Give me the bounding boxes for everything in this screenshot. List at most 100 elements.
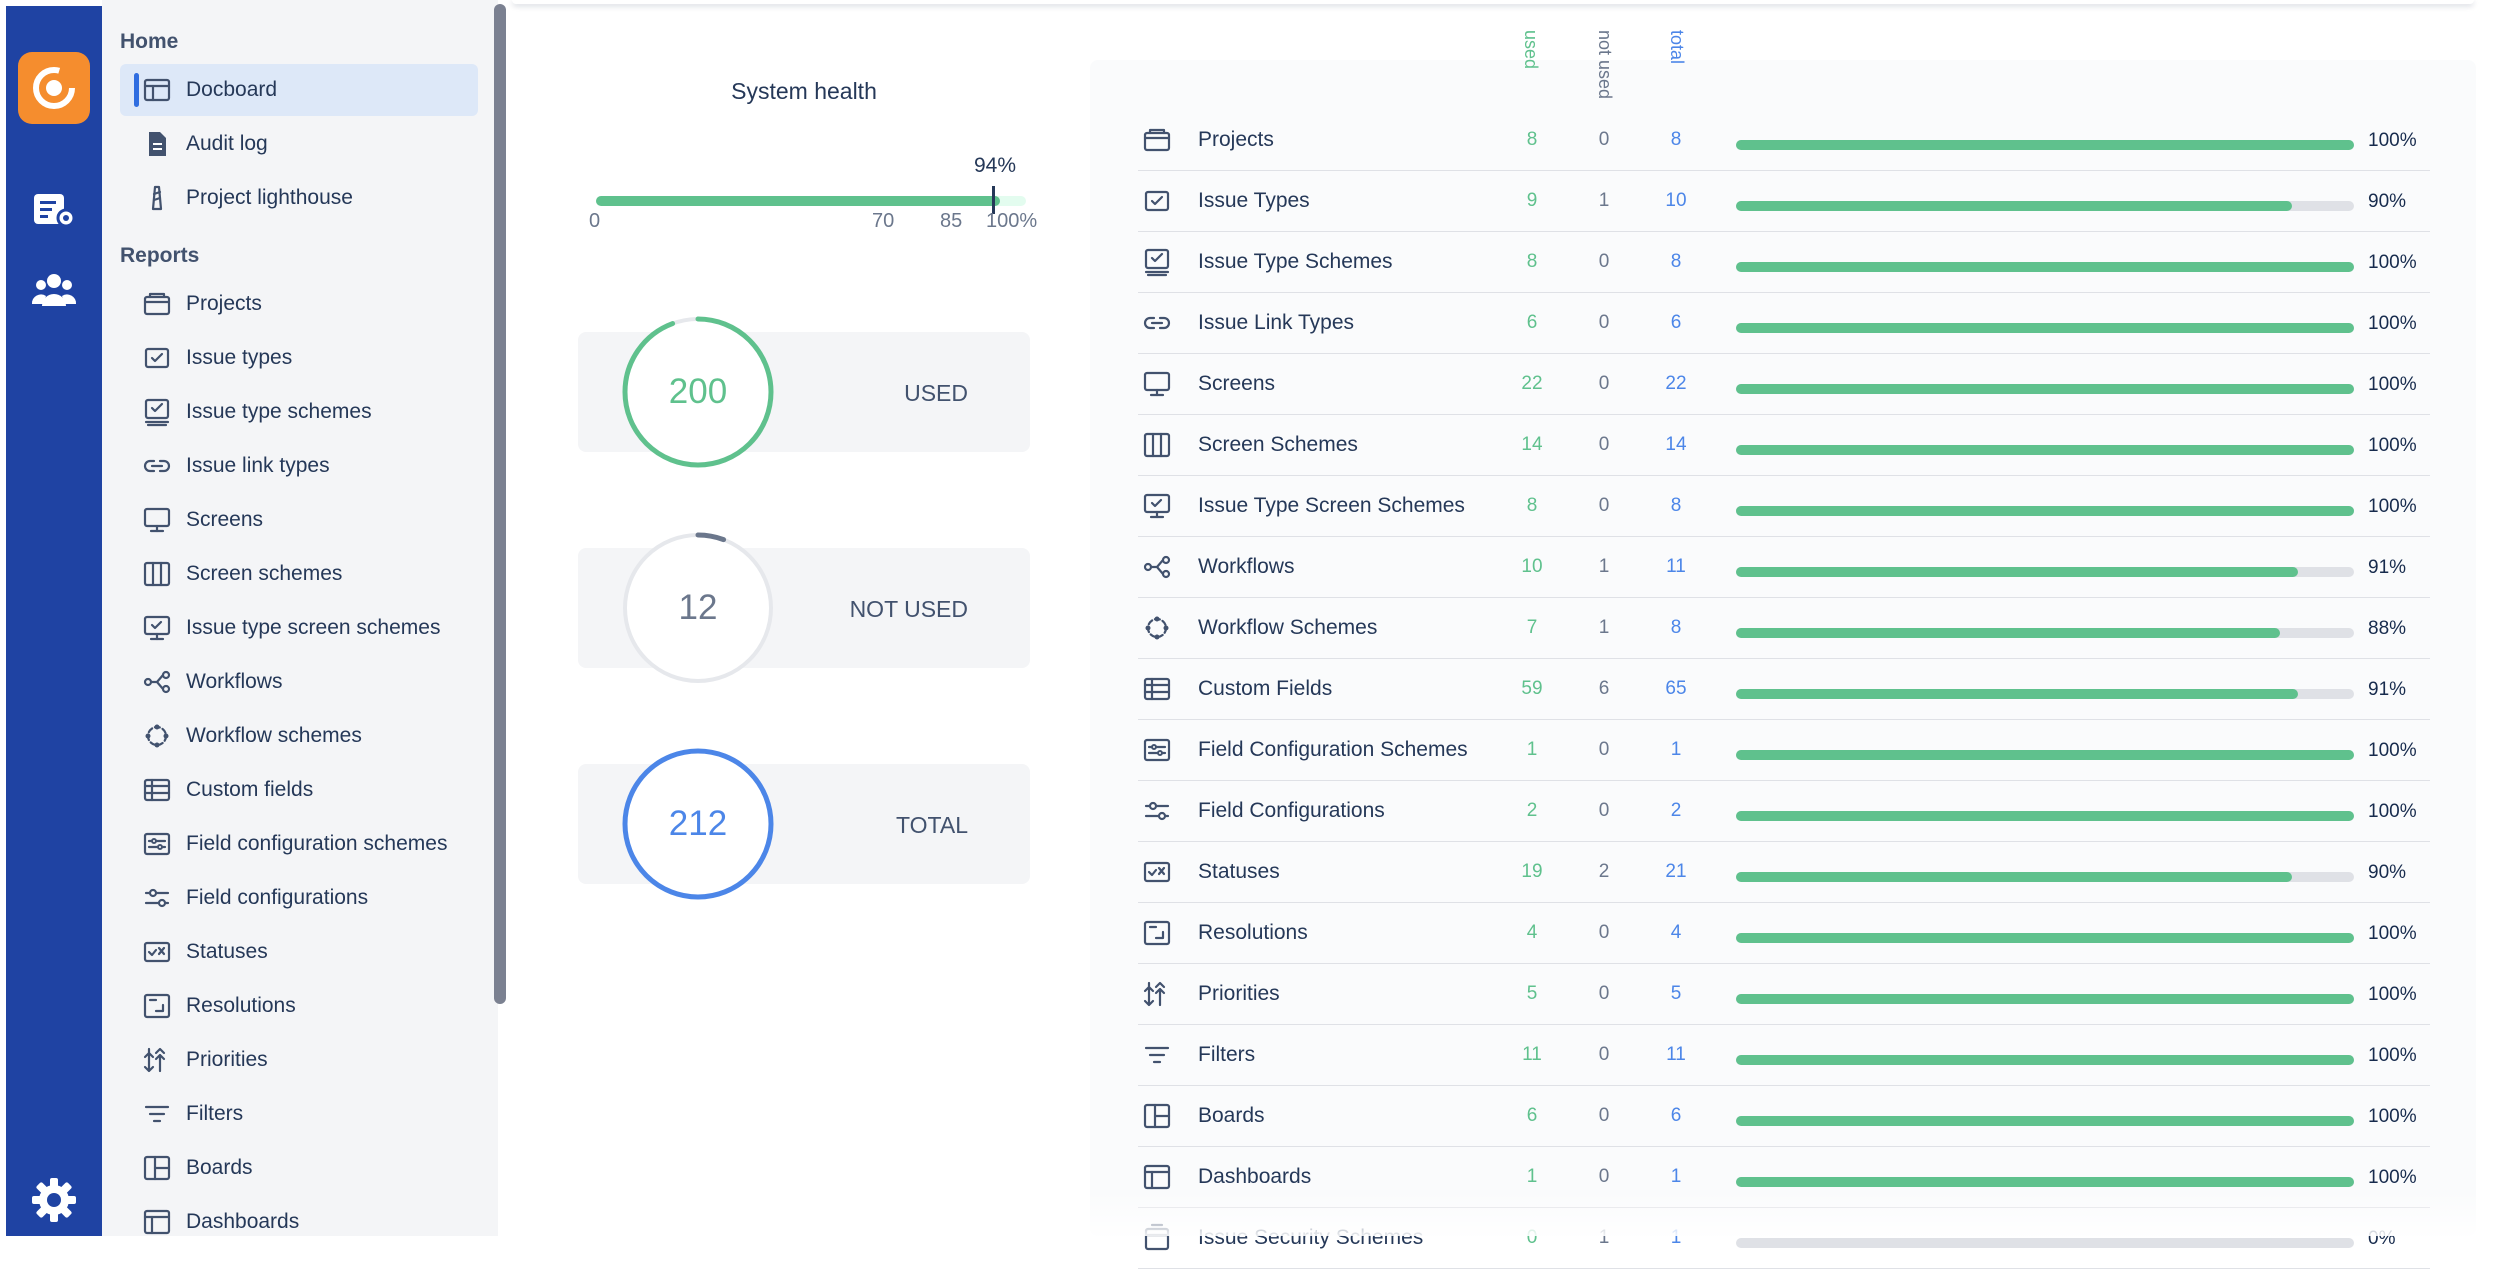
row-usage-bar: [1736, 933, 2354, 943]
sidebar-item-docboard[interactable]: Docboard: [120, 64, 478, 116]
sidebar-item-issue-type-screen-schemes[interactable]: Issue type screen schemes: [120, 602, 478, 654]
sidebar-item-statuses[interactable]: Statuses: [120, 926, 478, 978]
table-row[interactable]: Workflow Schemes 7 1 8 88%: [1138, 598, 2430, 659]
sidebar-item-priorities[interactable]: Priorities: [120, 1034, 478, 1086]
row-name[interactable]: Screens: [1198, 372, 1276, 395]
table-row[interactable]: Boards 6 0 6 100%: [1138, 1086, 2430, 1147]
users-group-icon[interactable]: [30, 266, 78, 314]
screen-icon: [1142, 369, 1172, 399]
sidebar-item-resolutions[interactable]: Resolutions: [120, 980, 478, 1032]
row-total-count: 8: [1670, 251, 1682, 272]
sidebar-scrollbar[interactable]: [494, 4, 506, 1004]
row-usage-percent: 100%: [2368, 374, 2417, 395]
row-name[interactable]: Screen Schemes: [1198, 433, 1358, 456]
sidebar-item-label: Resolutions: [186, 994, 296, 1017]
priority-icon: [1142, 979, 1172, 1009]
row-usage-percent: 100%: [2368, 984, 2417, 1005]
sidebar-item-workflow-schemes[interactable]: Workflow schemes: [120, 710, 478, 762]
priority-icon: [142, 1045, 172, 1075]
sidebar-item-issue-type-schemes[interactable]: Issue type schemes: [120, 386, 478, 438]
row-usage-bar: [1736, 323, 2354, 333]
row-total-count: 2: [1670, 800, 1682, 821]
row-usage-bar: [1736, 1055, 2354, 1065]
sidebar-item-filters[interactable]: Filters: [120, 1088, 478, 1140]
sidebar-item-field-configuration-schemes[interactable]: Field configuration schemes: [120, 818, 478, 870]
row-usage-bar-fill: [1736, 140, 2354, 150]
row-name[interactable]: Issue Link Types: [1198, 311, 1355, 334]
workflow-scheme-icon: [142, 721, 172, 751]
row-name[interactable]: Boards: [1198, 1104, 1265, 1127]
config-tools-icon[interactable]: [30, 186, 78, 234]
row-name[interactable]: Workflow Schemes: [1198, 616, 1378, 639]
row-name[interactable]: Resolutions: [1198, 921, 1308, 944]
issue-type-scheme-icon: [1142, 247, 1172, 277]
issue-type-scheme-icon: [142, 397, 172, 427]
sidebar-item-label: Statuses: [186, 940, 268, 963]
field-config-scheme-icon: [1142, 735, 1172, 765]
sidebar-item-boards[interactable]: Boards: [120, 1142, 478, 1194]
row-used-count: 6: [1526, 312, 1538, 333]
table-row[interactable]: Issue Type Schemes 8 0 8 100%: [1138, 232, 2430, 293]
row-name[interactable]: Dashboards: [1198, 1165, 1312, 1188]
row-name[interactable]: Workflows: [1198, 555, 1295, 578]
column-header-used: used: [1521, 30, 1541, 70]
sidebar-item-field-configurations[interactable]: Field configurations: [120, 872, 478, 924]
sidebar-item-label: Workflow schemes: [186, 724, 362, 747]
app-logo-icon[interactable]: [18, 52, 90, 124]
table-row[interactable]: Statuses 19 2 21 90%: [1138, 842, 2430, 903]
table-row[interactable]: Issue Link Types 6 0 6 100%: [1138, 293, 2430, 354]
sidebar-item-custom-fields[interactable]: Custom fields: [120, 764, 478, 816]
issue-type-icon: [1142, 186, 1172, 216]
row-usage-bar-fill: [1736, 1055, 2354, 1065]
sidebar-item-issue-link-types[interactable]: Issue link types: [120, 440, 478, 492]
table-row[interactable]: Issue Types 9 1 10 90%: [1138, 171, 2430, 232]
sidebar-item-label: Dashboards: [186, 1210, 300, 1233]
row-name[interactable]: Filters: [1198, 1043, 1256, 1066]
row-usage-bar: [1736, 1116, 2354, 1126]
sliders-icon: [142, 883, 172, 913]
sidebar-item-label: Issue type schemes: [186, 400, 372, 423]
sidebar-item-projects[interactable]: Projects: [120, 278, 478, 330]
sidebar-item-screens[interactable]: Screens: [120, 494, 478, 546]
row-name[interactable]: Priorities: [1198, 982, 1280, 1005]
table-row[interactable]: Filters 11 0 11 100%: [1138, 1025, 2430, 1086]
sidebar-item-dashboards[interactable]: Dashboards: [120, 1196, 478, 1236]
row-name[interactable]: Issue Type Schemes: [1198, 250, 1393, 273]
row-name[interactable]: Issue Types: [1198, 189, 1310, 212]
row-used-count: 59: [1521, 678, 1543, 699]
table-row[interactable]: Resolutions 4 0 4 100%: [1138, 903, 2430, 964]
row-not-used-count: 0: [1598, 1105, 1610, 1126]
sidebar-item-label: Screen schemes: [186, 562, 343, 585]
stat-label: NOT USED: [849, 596, 968, 622]
row-usage-bar-fill: [1736, 628, 2280, 638]
row-name[interactable]: Field Configuration Schemes: [1198, 738, 1468, 761]
status-icon: [142, 937, 172, 967]
sidebar-item-screen-schemes[interactable]: Screen schemes: [120, 548, 478, 600]
settings-gear-icon[interactable]: [30, 1176, 78, 1224]
table-row[interactable]: Screen Schemes 14 0 14 100%: [1138, 415, 2430, 476]
system-health-title: System health: [731, 78, 877, 104]
table-row[interactable]: Screens 22 0 22 100%: [1138, 354, 2430, 415]
row-not-used-count: 0: [1598, 983, 1610, 1004]
row-usage-bar: [1736, 262, 2354, 272]
row-name[interactable]: Custom Fields: [1198, 677, 1333, 700]
table-row[interactable]: Priorities 5 0 5 100%: [1138, 964, 2430, 1025]
table-row[interactable]: Projects 8 0 8 100%: [1138, 110, 2430, 171]
row-used-count: 5: [1526, 983, 1538, 1004]
row-name[interactable]: Issue Type Screen Schemes: [1198, 494, 1465, 517]
row-usage-percent: 100%: [2368, 1106, 2417, 1127]
sidebar-item-issue-types[interactable]: Issue types: [120, 332, 478, 384]
row-name[interactable]: Field Configurations: [1198, 799, 1385, 822]
table-row[interactable]: Field Configurations 2 0 2 100%: [1138, 781, 2430, 842]
sidebar-item-project-lighthouse[interactable]: Project lighthouse: [120, 172, 478, 224]
row-name[interactable]: Statuses: [1198, 860, 1280, 883]
row-name[interactable]: Projects: [1198, 128, 1274, 151]
table-row[interactable]: Issue Type Screen Schemes 8 0 8 100%: [1138, 476, 2430, 537]
table-row[interactable]: Custom Fields 59 6 65 91%: [1138, 659, 2430, 720]
sidebar-item-audit-log[interactable]: Audit log: [120, 118, 478, 170]
table-row[interactable]: Workflows 10 1 11 91%: [1138, 537, 2430, 598]
table-row[interactable]: Field Configuration Schemes 1 0 1 100%: [1138, 720, 2430, 781]
sidebar-item-label: Audit log: [186, 132, 268, 155]
stat-ring: 200: [620, 314, 776, 470]
sidebar-item-workflows[interactable]: Workflows: [120, 656, 478, 708]
